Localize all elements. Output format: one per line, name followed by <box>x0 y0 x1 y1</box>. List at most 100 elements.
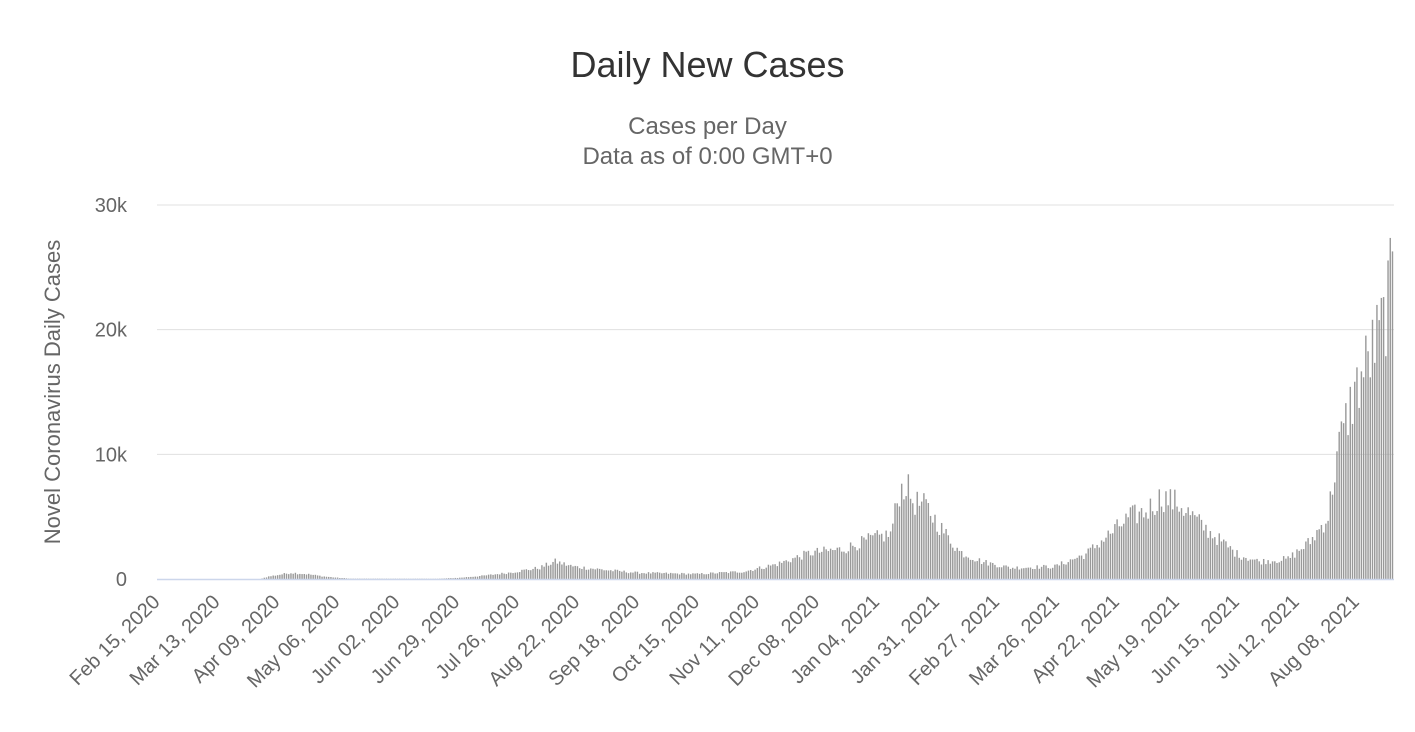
daily-bar <box>530 570 532 579</box>
daily-bar <box>536 568 539 579</box>
daily-bar <box>496 574 499 579</box>
daily-bar <box>1176 506 1178 579</box>
daily-bar <box>1362 377 1365 579</box>
daily-bar <box>1207 537 1209 579</box>
daily-bar <box>687 573 690 579</box>
daily-bar <box>765 567 767 579</box>
daily-bar <box>876 530 878 579</box>
daily-bar <box>658 572 661 579</box>
daily-bar <box>1325 523 1327 579</box>
daily-bar <box>1143 517 1145 579</box>
daily-bar <box>1214 537 1216 579</box>
daily-bar <box>1074 558 1076 579</box>
daily-bar <box>729 571 732 579</box>
daily-bar <box>603 570 605 579</box>
daily-bar <box>1158 489 1161 579</box>
daily-bar <box>1238 557 1240 579</box>
daily-bar <box>1183 515 1185 579</box>
daily-bar <box>1178 511 1181 579</box>
daily-bar <box>1358 407 1360 579</box>
daily-bar <box>758 566 761 579</box>
daily-bar <box>512 573 514 579</box>
daily-bar <box>1280 560 1283 579</box>
daily-bar <box>761 568 763 579</box>
daily-bar <box>1160 506 1163 579</box>
daily-bar <box>1147 518 1149 579</box>
daily-bar <box>1196 516 1198 579</box>
daily-bar <box>1091 544 1094 579</box>
daily-bar <box>576 566 579 579</box>
daily-bar <box>501 572 503 579</box>
daily-bar <box>654 572 656 579</box>
daily-bar <box>1045 565 1047 579</box>
daily-bar <box>1096 544 1098 579</box>
daily-bar <box>1231 549 1234 579</box>
daily-bar <box>308 573 310 579</box>
daily-bar <box>836 547 838 579</box>
daily-bar <box>1100 540 1103 579</box>
daily-bar <box>1005 565 1007 579</box>
daily-bar <box>534 566 536 579</box>
daily-bar <box>825 549 827 579</box>
daily-bar <box>698 573 701 579</box>
daily-bar <box>1307 538 1309 579</box>
daily-bar <box>336 577 339 579</box>
daily-bar <box>787 561 790 579</box>
daily-bar <box>867 533 870 579</box>
y-axis-ticks: 0 10k 20k 30k <box>95 195 128 591</box>
daily-bar <box>610 570 612 579</box>
daily-bar <box>274 575 277 579</box>
daily-bar <box>1189 515 1192 579</box>
daily-bar <box>1076 557 1078 579</box>
daily-bar <box>656 572 659 579</box>
daily-bar <box>718 572 721 579</box>
daily-bar <box>689 574 692 579</box>
daily-bar <box>918 505 921 579</box>
daily-bar <box>583 566 585 579</box>
daily-bar <box>1360 371 1363 579</box>
daily-bar <box>552 561 554 579</box>
daily-bar <box>454 577 457 579</box>
daily-bar <box>296 574 299 579</box>
daily-bar <box>923 493 925 579</box>
daily-bar <box>276 575 279 579</box>
daily-bar <box>1285 558 1287 579</box>
daily-bar <box>1049 568 1052 579</box>
daily-bar <box>949 543 952 579</box>
daily-bar <box>912 503 914 579</box>
daily-bar <box>885 530 887 579</box>
daily-bar <box>1078 555 1081 579</box>
daily-bar <box>974 561 976 579</box>
daily-bar <box>1163 512 1165 579</box>
daily-bar <box>725 571 727 579</box>
daily-bar <box>854 547 856 579</box>
daily-bar <box>887 536 890 579</box>
daily-bar <box>345 578 348 579</box>
daily-bar <box>678 574 681 579</box>
daily-bar <box>1365 335 1367 579</box>
daily-bar <box>1131 505 1134 579</box>
daily-bar <box>858 548 861 579</box>
daily-bar <box>1180 508 1183 579</box>
daily-bar <box>985 560 987 579</box>
gridlines <box>157 204 1394 455</box>
daily-bar <box>265 577 268 579</box>
y-tick-label: 30k <box>95 195 128 217</box>
daily-bar <box>503 573 505 579</box>
daily-bar <box>916 491 918 579</box>
daily-bar <box>672 573 674 579</box>
daily-bar <box>714 573 716 579</box>
daily-bar <box>1345 403 1347 579</box>
daily-bar <box>1271 561 1274 579</box>
daily-bar <box>878 534 881 579</box>
daily-bar <box>925 499 927 579</box>
daily-bar <box>754 569 756 579</box>
daily-bar <box>892 523 894 579</box>
daily-bar <box>783 560 785 579</box>
daily-bar <box>319 575 321 579</box>
daily-bar <box>1316 530 1318 579</box>
daily-bar <box>1085 553 1087 579</box>
daily-bar <box>749 570 752 579</box>
daily-bar <box>447 578 450 579</box>
